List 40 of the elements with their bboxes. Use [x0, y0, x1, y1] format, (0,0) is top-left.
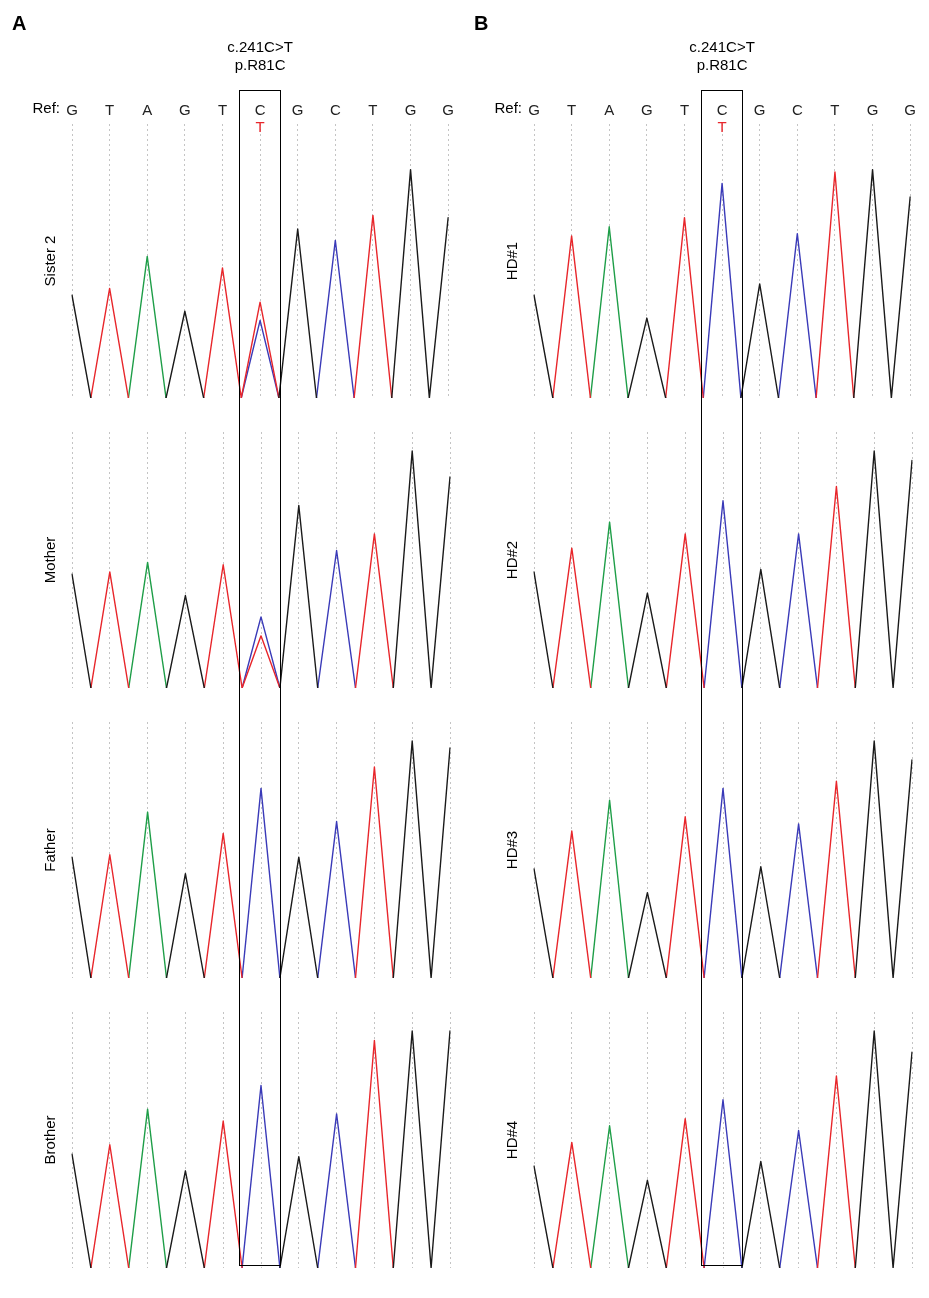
x-tick-label: T: [567, 101, 577, 119]
y-axis-title: HD#4: [503, 1120, 521, 1160]
x-tick-label: G: [66, 101, 78, 119]
text: B: [474, 11, 489, 34]
y-axis-title: Brother: [41, 1115, 59, 1165]
x-tick-label: T: [830, 101, 840, 119]
x-tick-label: C: [329, 101, 341, 119]
text: p.R81C: [696, 56, 748, 74]
x-tick-label: C: [254, 101, 266, 119]
x-tick-label: T: [217, 101, 228, 119]
x-tick-label: C: [791, 101, 803, 119]
text: T: [255, 118, 265, 136]
x-tick-label: G: [291, 101, 304, 119]
x-tick-label: G: [442, 101, 454, 119]
text: T: [717, 118, 727, 136]
x-tick-label: T: [105, 101, 115, 119]
x-tick-label: G: [179, 101, 191, 119]
x-tick-label: T: [368, 101, 378, 119]
x-tick-label: A: [604, 101, 615, 119]
x-tick-label: G: [641, 101, 653, 119]
y-axis-title: Father: [41, 828, 59, 872]
x-tick-label: G: [404, 101, 417, 119]
text: c.241C>T: [689, 38, 755, 56]
y-axis-title: Sister 2: [41, 235, 59, 287]
y-axis-title: HD#3: [503, 830, 521, 870]
text: A: [12, 11, 27, 34]
text: Ref:: [32, 99, 60, 117]
y-axis-title: HD#2: [503, 540, 521, 580]
x-tick-label: G: [904, 101, 916, 119]
text: c.241C>T: [227, 38, 293, 56]
text: p.R81C: [234, 56, 286, 74]
x-tick-label: A: [142, 101, 153, 119]
x-tick-label: G: [528, 101, 540, 119]
y-axis-title: Mother: [41, 536, 59, 584]
x-tick-label: C: [716, 101, 728, 119]
text: Ref:: [494, 99, 522, 117]
x-tick-label: G: [866, 101, 879, 119]
x-tick-label: G: [753, 101, 766, 119]
x-tick-label: T: [679, 101, 690, 119]
y-axis-title: HD#1: [503, 241, 521, 281]
